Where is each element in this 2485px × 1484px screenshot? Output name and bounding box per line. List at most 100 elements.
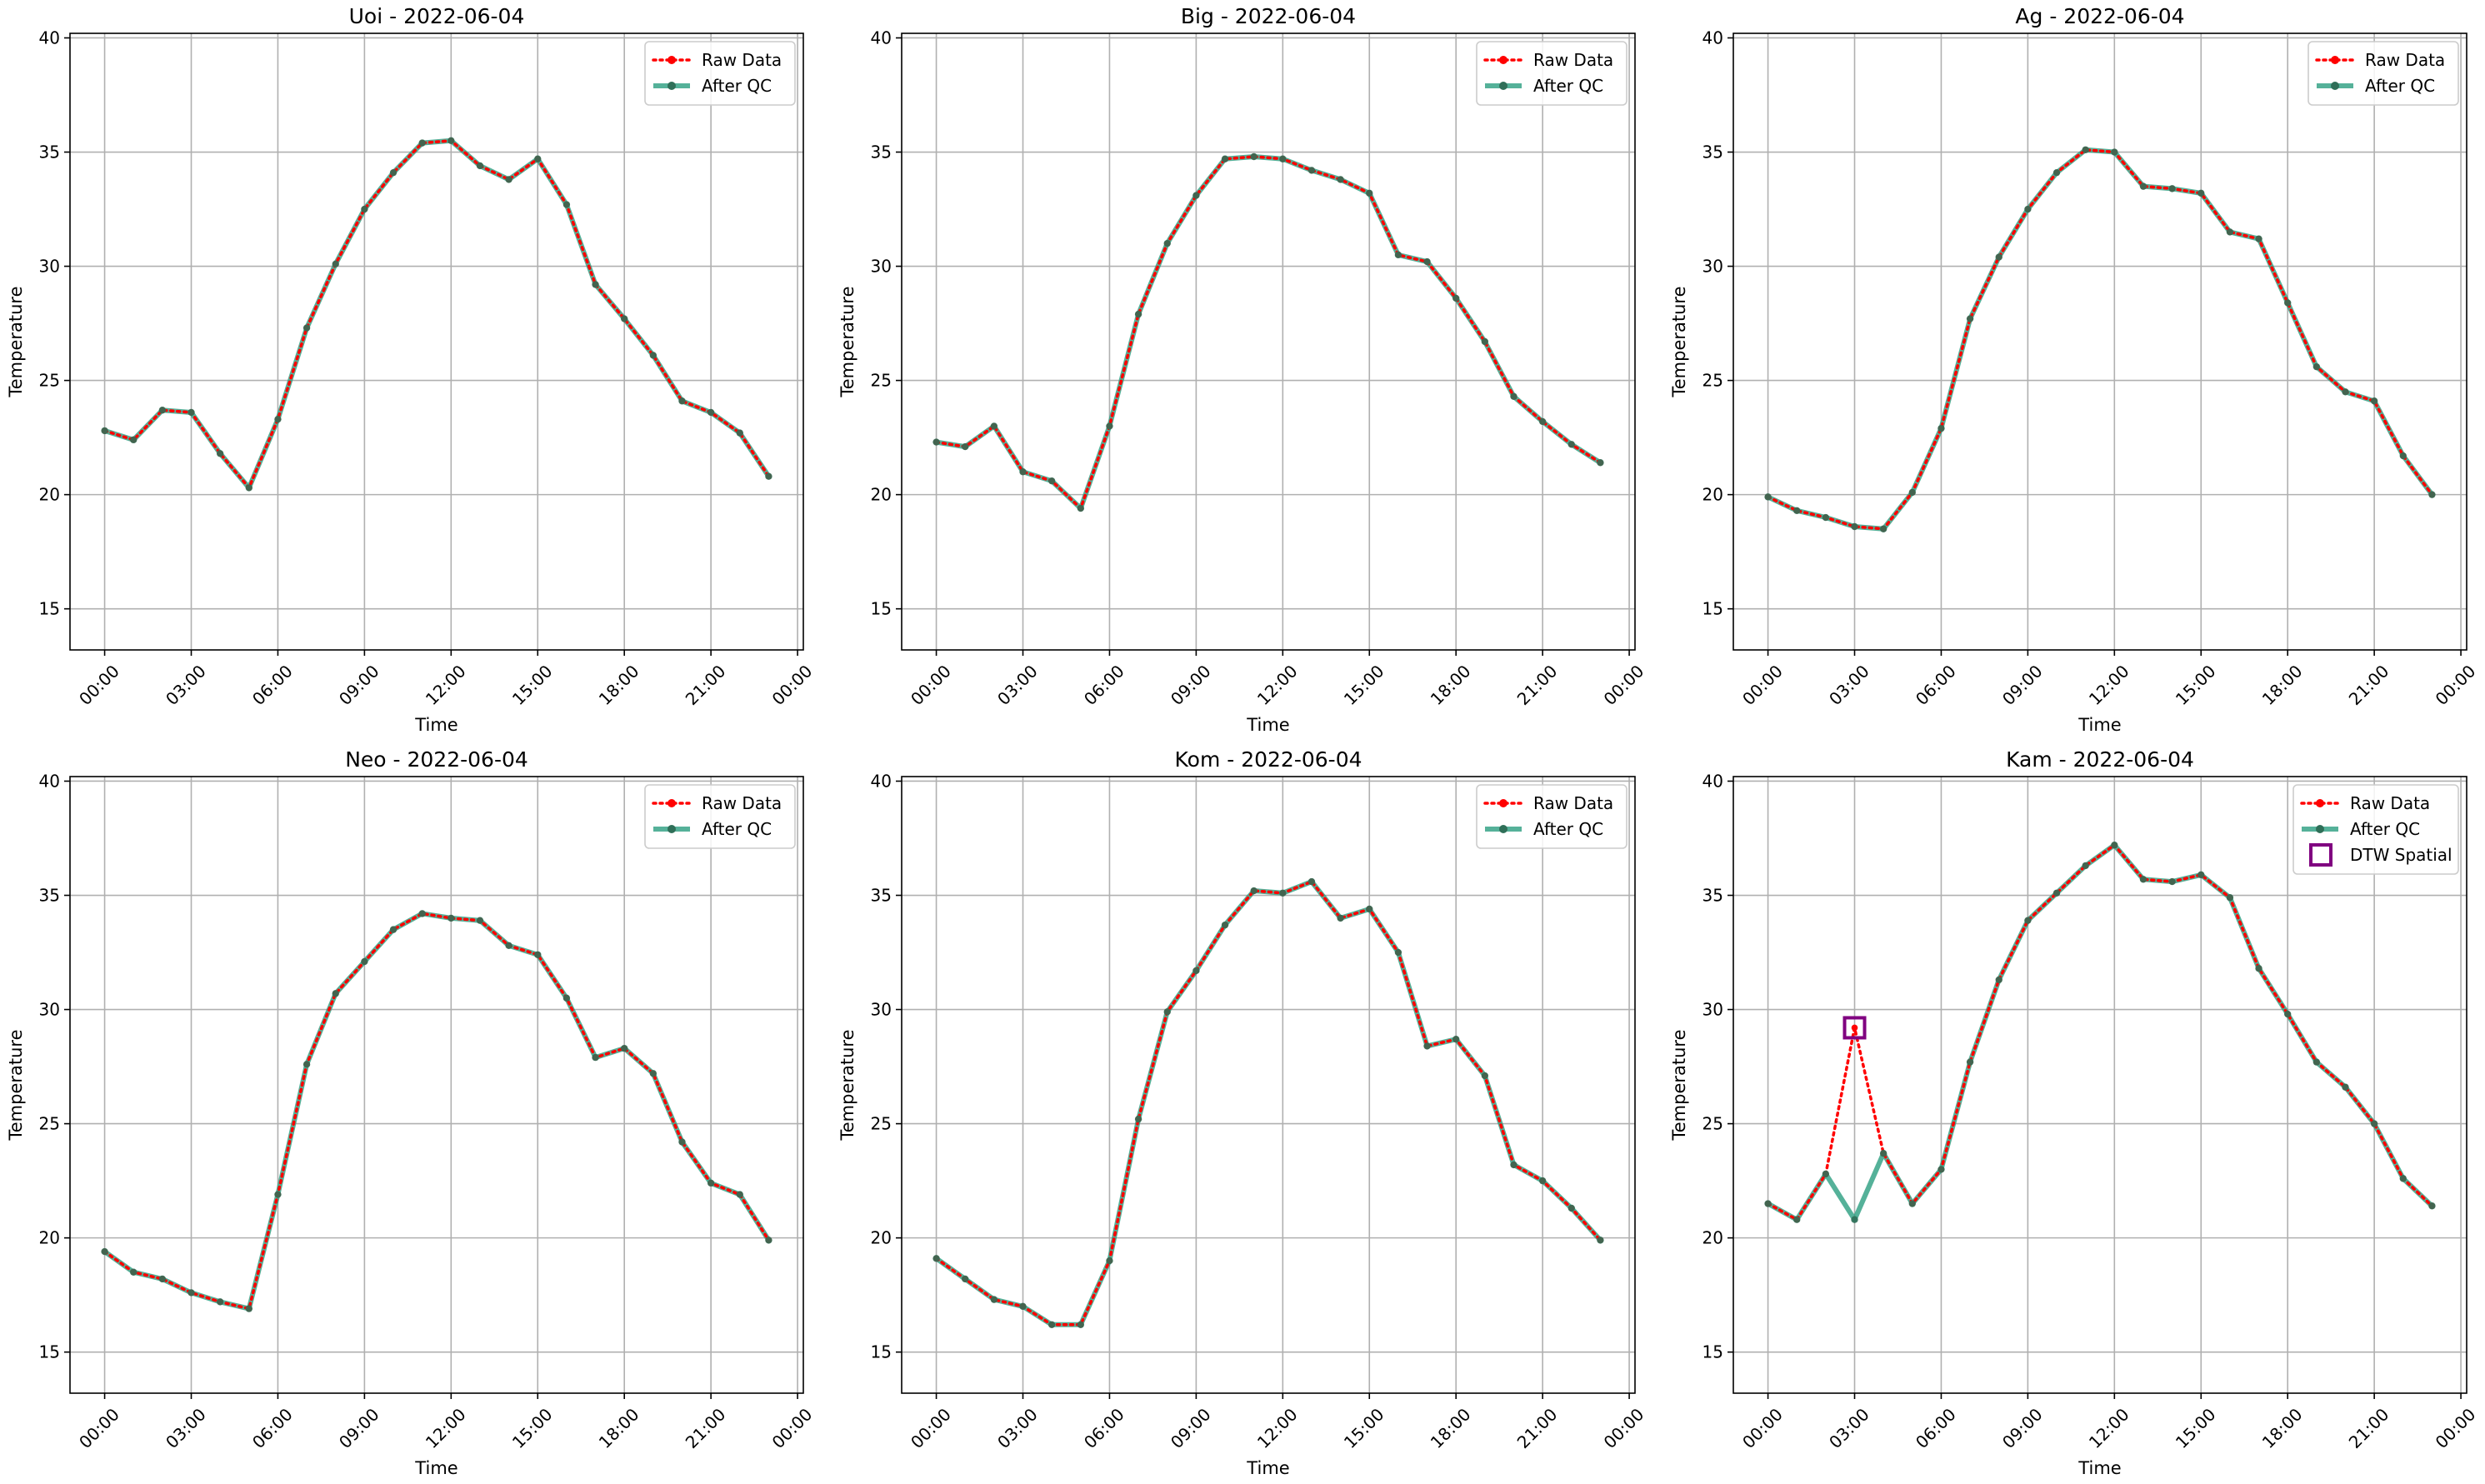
after-qc-point (245, 1305, 253, 1312)
plot-frame (901, 776, 1636, 1394)
after-qc-point (418, 910, 426, 917)
legend: Raw Data After QC (2308, 41, 2459, 106)
after-qc-point (1597, 1237, 1604, 1244)
after-qc-point (1077, 1321, 1085, 1328)
x-tick-label: 09:00 (335, 1404, 383, 1452)
after-qc-point (1048, 477, 1056, 485)
after-qc-point (302, 324, 311, 332)
after-qc-point (1337, 176, 1344, 183)
y-axis-label: Temperature (1669, 286, 1689, 397)
after-qc-point (1366, 189, 1373, 197)
legend-raw-data-marker (1499, 56, 1508, 64)
x-tick-label: 06:00 (248, 1404, 297, 1452)
after-qc-point (1481, 337, 1489, 346)
x-tick-label: 00:00 (907, 661, 955, 709)
x-tick-label: 00:00 (1738, 1404, 1787, 1452)
x-tick-label: 21:00 (1513, 1404, 1562, 1452)
after-qc-point (2111, 842, 2118, 849)
after-qc-point (2024, 205, 2032, 213)
x-tick-label: 12:00 (1253, 1404, 1302, 1452)
x-tick-label: 00:00 (2432, 661, 2480, 709)
after-qc-point (620, 1044, 628, 1052)
after-qc-point (1879, 525, 1888, 532)
legend-box (2292, 784, 2459, 875)
legend: Raw Data After QC (1476, 784, 1628, 849)
subplot-title: Ag - 2022-06-04 (2015, 4, 2184, 28)
series-line-raw-data (1766, 842, 2434, 1222)
legend-box (1476, 41, 1628, 106)
after-qc-point (2226, 228, 2234, 236)
after-qc-point (1221, 155, 1229, 162)
after-qc-point (1394, 948, 1402, 957)
x-tick-label: 00:00 (2432, 1404, 2480, 1452)
after-qc-point (1764, 493, 1772, 501)
y-tick-label: 30 (1702, 1000, 1723, 1020)
x-tick-label: 12:00 (2085, 1404, 2133, 1452)
after-qc-point (678, 1138, 686, 1146)
x-tick-label: 00:00 (75, 1404, 123, 1452)
after-qc-point (1938, 424, 1945, 432)
series-line-after-qc (936, 154, 1602, 512)
after-qc-point (158, 1275, 167, 1283)
legend-label: After QC (702, 76, 772, 96)
after-qc-point (1106, 422, 1113, 430)
x-tick-label: 06:00 (1912, 661, 1960, 709)
after-qc-point (534, 155, 542, 162)
after-qc-point (2052, 168, 2061, 177)
after-qc-point (649, 1070, 658, 1077)
series-line-after-qc (934, 879, 1602, 1327)
legend-dtw-spatial-marker (2309, 843, 2332, 867)
y-tick-label: 25 (39, 1114, 60, 1134)
after-qc-point (1394, 251, 1402, 259)
after-qc-point (2283, 299, 2292, 307)
after-qc-point (505, 176, 512, 183)
after-qc-point (765, 1237, 772, 1244)
after-qc-point (1908, 488, 1917, 497)
x-tick-label: 03:00 (162, 1404, 210, 1452)
after-qc-point (2255, 235, 2262, 242)
y-tick-label: 40 (1702, 771, 1723, 791)
x-tick-label: 09:00 (1167, 1404, 1215, 1452)
x-tick-label: 12:00 (422, 661, 470, 709)
legend: Raw Data After QC (644, 41, 796, 106)
legend: Raw Data After QC DTW Spatial (2292, 784, 2459, 875)
after-qc-point (2342, 388, 2349, 396)
legend-after-qc-marker (1499, 825, 1508, 833)
legend-label: Raw Data (2350, 793, 2430, 813)
x-tick-label: 00:00 (768, 661, 817, 709)
y-tick-label: 20 (1702, 485, 1723, 505)
y-axis-label: Temperature (838, 286, 858, 397)
after-qc-point (245, 484, 253, 492)
after-qc-point (1966, 315, 1974, 322)
after-qc-point (1764, 1200, 1772, 1207)
after-qc-point (1423, 257, 1431, 266)
x-axis-label: Time (414, 1458, 458, 1478)
subplot-4: 15 20 25 30 35 40 00:00 03:00 06:00 09:00 12:00 15:… (6, 747, 816, 1478)
after-qc-point (2312, 1058, 2321, 1066)
series-line-raw-data (1766, 148, 2434, 531)
legend-raw-data-marker (668, 56, 676, 64)
x-tick-label: 00:00 (1600, 1404, 1648, 1452)
after-qc-point (1822, 1170, 1830, 1178)
after-qc-point (1995, 976, 2002, 984)
y-axis-label: Temperature (838, 1029, 858, 1141)
plot-frame (1732, 776, 2468, 1394)
x-tick-label: 21:00 (1513, 661, 1562, 709)
x-tick-label: 00:00 (75, 661, 123, 709)
after-qc-point (101, 427, 108, 435)
series-line-after-qc (1767, 842, 2434, 1222)
after-qc-point (361, 205, 368, 213)
after-qc-point (130, 1268, 138, 1276)
y-tick-label: 15 (1702, 1342, 1723, 1362)
after-qc-point (2139, 876, 2148, 883)
y-tick-label: 20 (39, 1228, 60, 1248)
x-tick-label: 03:00 (1825, 661, 1873, 709)
x-tick-label: 09:00 (1998, 1404, 2047, 1452)
after-qc-point (2283, 1010, 2292, 1018)
after-qc-point (274, 415, 282, 423)
plot-frame (901, 32, 1636, 651)
x-tick-label: 06:00 (248, 661, 297, 709)
after-qc-point (736, 1191, 743, 1198)
